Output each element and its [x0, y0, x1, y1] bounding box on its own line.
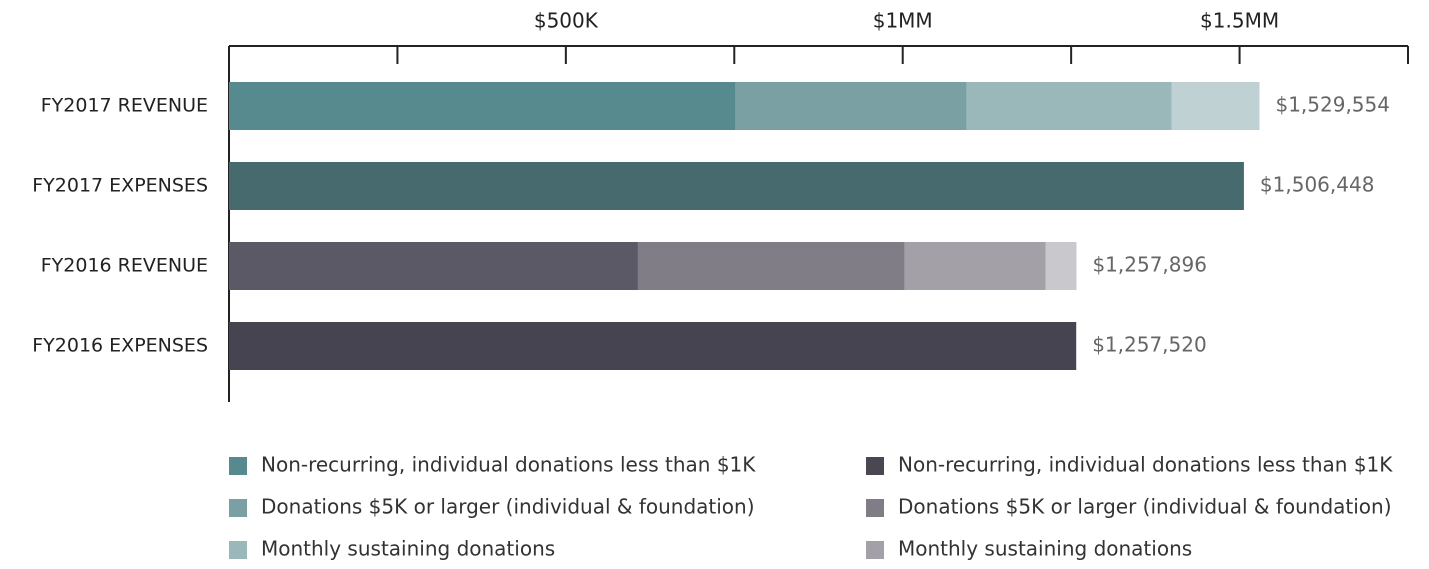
legend-label: Monthly sustaining donations	[261, 537, 555, 561]
x-tick-label: $1.5MM	[1200, 9, 1279, 33]
category-label: FY2016 EXPENSES	[32, 335, 208, 357]
total-label: $1,257,896	[1092, 253, 1207, 277]
legend-swatch	[866, 541, 884, 559]
bar-segment	[735, 82, 967, 130]
legend-swatch	[866, 499, 884, 517]
category-label: FY2017 EXPENSES	[32, 175, 208, 197]
legend-swatch	[229, 457, 247, 475]
legend-label: Donations $5K or larger (individual & fo…	[898, 495, 1392, 519]
bar-segment	[904, 242, 1046, 290]
bar-segment	[229, 82, 736, 130]
bar-segment	[229, 242, 638, 290]
total-label: $1,506,448	[1260, 173, 1375, 197]
bar-segment	[637, 242, 905, 290]
legend-label: Non-recurring, individual donations less…	[898, 453, 1393, 477]
bar-segment	[966, 82, 1172, 130]
legend-swatch	[866, 457, 884, 475]
bar-segment	[1045, 242, 1077, 290]
bar-segment	[229, 322, 1077, 370]
legend-label: Monthly sustaining donations	[898, 537, 1192, 561]
legend-label: Donations $5K or larger (individual & fo…	[261, 495, 755, 519]
legend-swatch	[229, 499, 247, 517]
bar-segment	[1171, 82, 1260, 130]
x-tick-label: $1MM	[873, 9, 933, 33]
legend-swatch	[229, 541, 247, 559]
category-label: FY2016 REVENUE	[41, 255, 208, 277]
legend-label: Non-recurring, individual donations less…	[261, 453, 756, 477]
total-label: $1,257,520	[1092, 333, 1207, 357]
bar-segment	[229, 162, 1244, 210]
x-tick-label: $500K	[534, 9, 599, 33]
total-label: $1,529,554	[1275, 93, 1390, 117]
category-label: FY2017 REVENUE	[41, 95, 208, 117]
